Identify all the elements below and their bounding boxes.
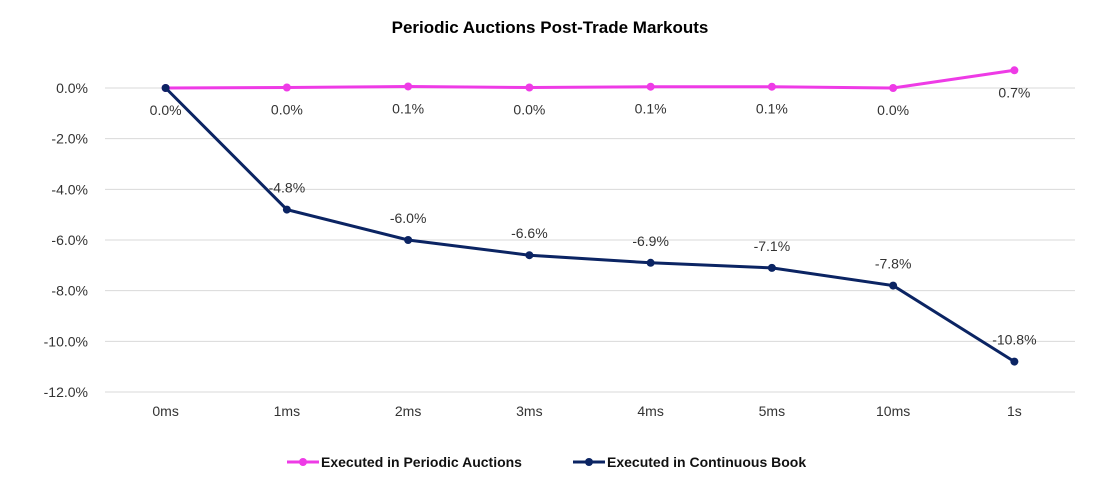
y-tick-label: -2.0% bbox=[51, 131, 88, 147]
series-line bbox=[165, 68, 1015, 90]
data-label: 0.0% bbox=[877, 102, 909, 118]
y-tick-label: -10.0% bbox=[44, 333, 88, 349]
data-point bbox=[767, 263, 776, 272]
data-point bbox=[646, 82, 655, 91]
x-tick-label: 5ms bbox=[759, 403, 785, 419]
x-tick-label: 10ms bbox=[876, 403, 910, 419]
chart-title: Periodic Auctions Post-Trade Markouts bbox=[392, 18, 709, 37]
data-point bbox=[646, 258, 655, 267]
data-point bbox=[889, 84, 898, 92]
data-label: -10.8% bbox=[992, 332, 1036, 348]
x-tick-label: 1s bbox=[1007, 403, 1022, 419]
data-point bbox=[282, 205, 291, 214]
x-tick-label: 0ms bbox=[152, 403, 178, 419]
legend-marker bbox=[585, 458, 593, 466]
data-label: 0.1% bbox=[756, 101, 788, 117]
data-label: -7.1% bbox=[754, 238, 791, 254]
data-label: 0.0% bbox=[150, 102, 182, 118]
data-label: 0.1% bbox=[635, 101, 667, 117]
x-tick-label: 1ms bbox=[274, 403, 300, 419]
data-point bbox=[525, 251, 534, 260]
data-point bbox=[404, 236, 413, 244]
data-label: -6.6% bbox=[511, 225, 548, 241]
series-line bbox=[164, 86, 1016, 363]
y-tick-label: -6.0% bbox=[51, 232, 88, 248]
legend-item: Executed in Continuous Book bbox=[573, 454, 806, 470]
legend-label: Executed in Periodic Auctions bbox=[321, 454, 522, 470]
data-point bbox=[1010, 66, 1019, 75]
data-label: 0.7% bbox=[998, 84, 1030, 100]
series-0: 0.0% 0.0% 0.1% 0.0% 0.1% 0.1% 0.0% 0.7% bbox=[150, 66, 1030, 118]
y-tick-label: -12.0% bbox=[44, 384, 88, 400]
data-label: -4.8% bbox=[269, 180, 306, 196]
legend-label: Executed in Continuous Book bbox=[607, 454, 806, 470]
data-label: -6.0% bbox=[390, 210, 427, 226]
data-point bbox=[525, 83, 534, 92]
data-point bbox=[404, 82, 413, 91]
y-tick-label: 0.0% bbox=[56, 80, 88, 96]
data-label: 0.0% bbox=[271, 101, 303, 117]
data-label: -7.8% bbox=[875, 256, 912, 272]
x-tick-label: 3ms bbox=[516, 403, 542, 419]
data-point bbox=[282, 83, 291, 92]
legend-item: Executed in Periodic Auctions bbox=[287, 454, 522, 470]
legend-marker bbox=[299, 458, 307, 466]
data-point bbox=[161, 84, 170, 92]
data-label: -6.9% bbox=[632, 233, 669, 249]
data-point bbox=[1010, 357, 1019, 366]
x-tick-label: 2ms bbox=[395, 403, 421, 419]
data-label: 0.1% bbox=[392, 100, 424, 116]
data-point bbox=[767, 82, 776, 91]
series-1: -4.8% -6.0% -6.6% -6.9% -7.1% -7.8% -10.8% bbox=[161, 84, 1037, 366]
x-tick-label: 4ms bbox=[637, 403, 663, 419]
y-tick-label: -4.0% bbox=[51, 181, 88, 197]
y-tick-label: -8.0% bbox=[51, 283, 88, 299]
data-label: 0.0% bbox=[513, 101, 545, 117]
data-point bbox=[889, 281, 898, 290]
